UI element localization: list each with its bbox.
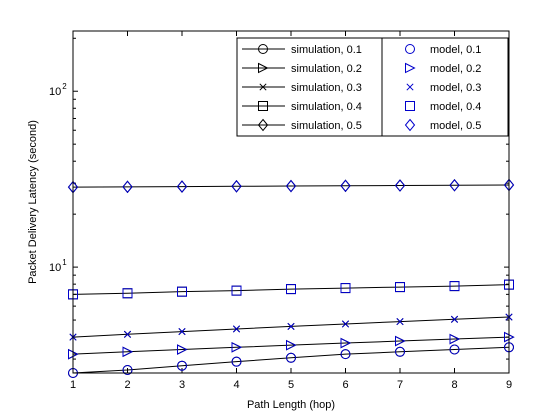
legend-label: model, 0.1 [430,44,481,56]
x-tick-label: 4 [233,379,239,391]
legend-label: simulation, 0.1 [291,44,362,56]
x-tick-label: 9 [506,379,512,391]
x-tick-label: 7 [397,379,403,391]
x-tick-label: 2 [124,379,130,391]
x-tick-label: 6 [342,379,348,391]
x-tick-label: 8 [451,379,457,391]
x-tick-label: 1 [70,379,76,391]
x-axis-label: Path Length (hop) [247,399,335,411]
legend-label: model, 0.4 [430,101,481,113]
legend-label: simulation, 0.5 [291,120,362,132]
x-tick-label: 5 [288,379,294,391]
y-tick-exponent: 1 [62,258,67,267]
legend-label: simulation, 0.2 [291,63,362,75]
legend-label: model, 0.2 [430,63,481,75]
legend-label: simulation, 0.4 [291,101,362,113]
legend-label: simulation, 0.3 [291,82,362,94]
y-tick-exponent: 2 [62,82,67,91]
x-tick-label: 3 [179,379,185,391]
legend-label: model, 0.3 [430,82,481,94]
y-axis-label: Packet Delivery Latency (second) [27,120,39,284]
legend: simulation, 0.1 simulation, 0.2 simulation… [237,38,508,136]
legend-label: model, 0.5 [430,120,481,132]
